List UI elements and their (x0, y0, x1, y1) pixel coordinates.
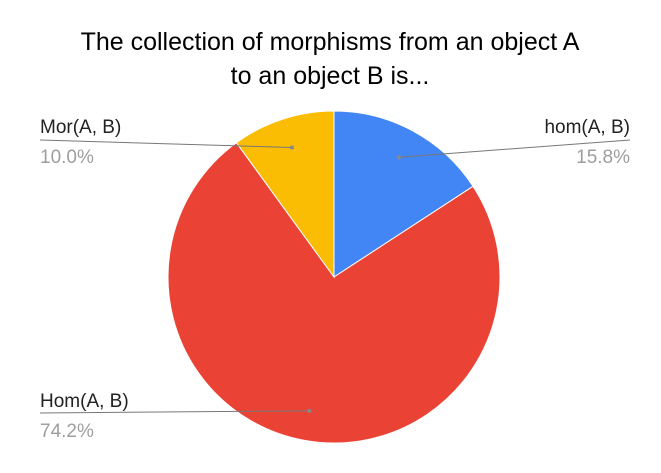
slice-value-label-0: 15.8% (576, 147, 630, 168)
leader-dot-1 (307, 408, 312, 413)
pie-slice-0 (333, 110, 474, 278)
pie-slice-2 (235, 110, 335, 279)
leader-dot-0 (396, 155, 401, 160)
chart-title-line-2: to an object B is... (231, 62, 430, 90)
leader-line-1 (39, 410, 310, 414)
slice-label-2: Mor(A, B) (40, 117, 121, 138)
pie-slice-1 (167, 142, 501, 444)
slice-label-1: Hom(A, B) (40, 391, 129, 412)
leader-line-0 (398, 139, 631, 158)
chart-title-line-1: The collection of morphisms from an obje… (81, 28, 580, 56)
slice-label-0: hom(A, B) (544, 117, 630, 138)
slice-value-label-2: 10.0% (40, 147, 94, 168)
leader-line-2 (39, 139, 292, 149)
leader-dot-2 (289, 145, 294, 150)
slice-value-label-1: 74.2% (40, 421, 94, 442)
